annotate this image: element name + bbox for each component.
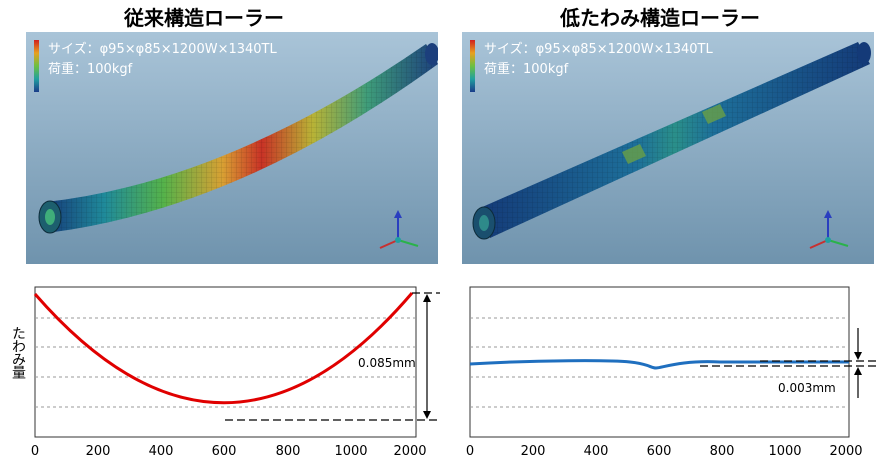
right-x-tick: 0 (465, 444, 475, 459)
left-x-tick: 800 (275, 444, 301, 459)
left-spec-load: 荷重：100kgf (48, 62, 133, 77)
right-spec-load: 荷重：100kgf (484, 62, 569, 77)
right-deflection-graph (469, 286, 876, 438)
right-fea-render: サイズ：φ95×φ85×1200W×1340TL 荷重：100kgf (462, 32, 874, 264)
left-x-tick: 200 (85, 444, 111, 459)
left-x-tick: 2000 (393, 444, 427, 459)
left-x-tick: 1000 (334, 444, 368, 459)
axis-triad-icon (379, 210, 419, 249)
right-x-tick: 200 (520, 444, 546, 459)
right-spec-size: サイズ：φ95×φ85×1200W×1340TL (484, 42, 713, 57)
right-deflection-curve (469, 359, 849, 370)
left-deflection-dimension (423, 294, 431, 419)
left-deflection-graph (33, 286, 440, 438)
right-x-tick: 1000 (768, 444, 802, 459)
right-x-tick: 800 (709, 444, 735, 459)
left-x-tick: 0 (30, 444, 40, 459)
color-scale-bar (34, 40, 39, 92)
right-deflection-value: 0.003mm (778, 381, 836, 395)
left-title: 従来構造ローラー (124, 6, 284, 30)
right-x-tick: 400 (583, 444, 609, 459)
left-deflection-value: 0.085mm (358, 356, 416, 370)
left-deflection-curve (33, 292, 414, 405)
left-x-tick: 600 (211, 444, 237, 459)
left-x-tick: 400 (148, 444, 174, 459)
right-x-tick: 600 (646, 444, 672, 459)
left-spec-size: サイズ：φ95×φ85×1200W×1340TL (48, 42, 277, 57)
left-fea-render: サイズ：φ95×φ85×1200W×1340TL 荷重：100kgf (26, 32, 438, 264)
right-x-tick: 2000 (829, 444, 863, 459)
y-axis-label: たわみ量 (10, 326, 26, 378)
right-title: 低たわみ構造ローラー (560, 6, 760, 30)
right-deflection-dimension (854, 328, 862, 398)
axis-triad-icon (809, 210, 849, 249)
